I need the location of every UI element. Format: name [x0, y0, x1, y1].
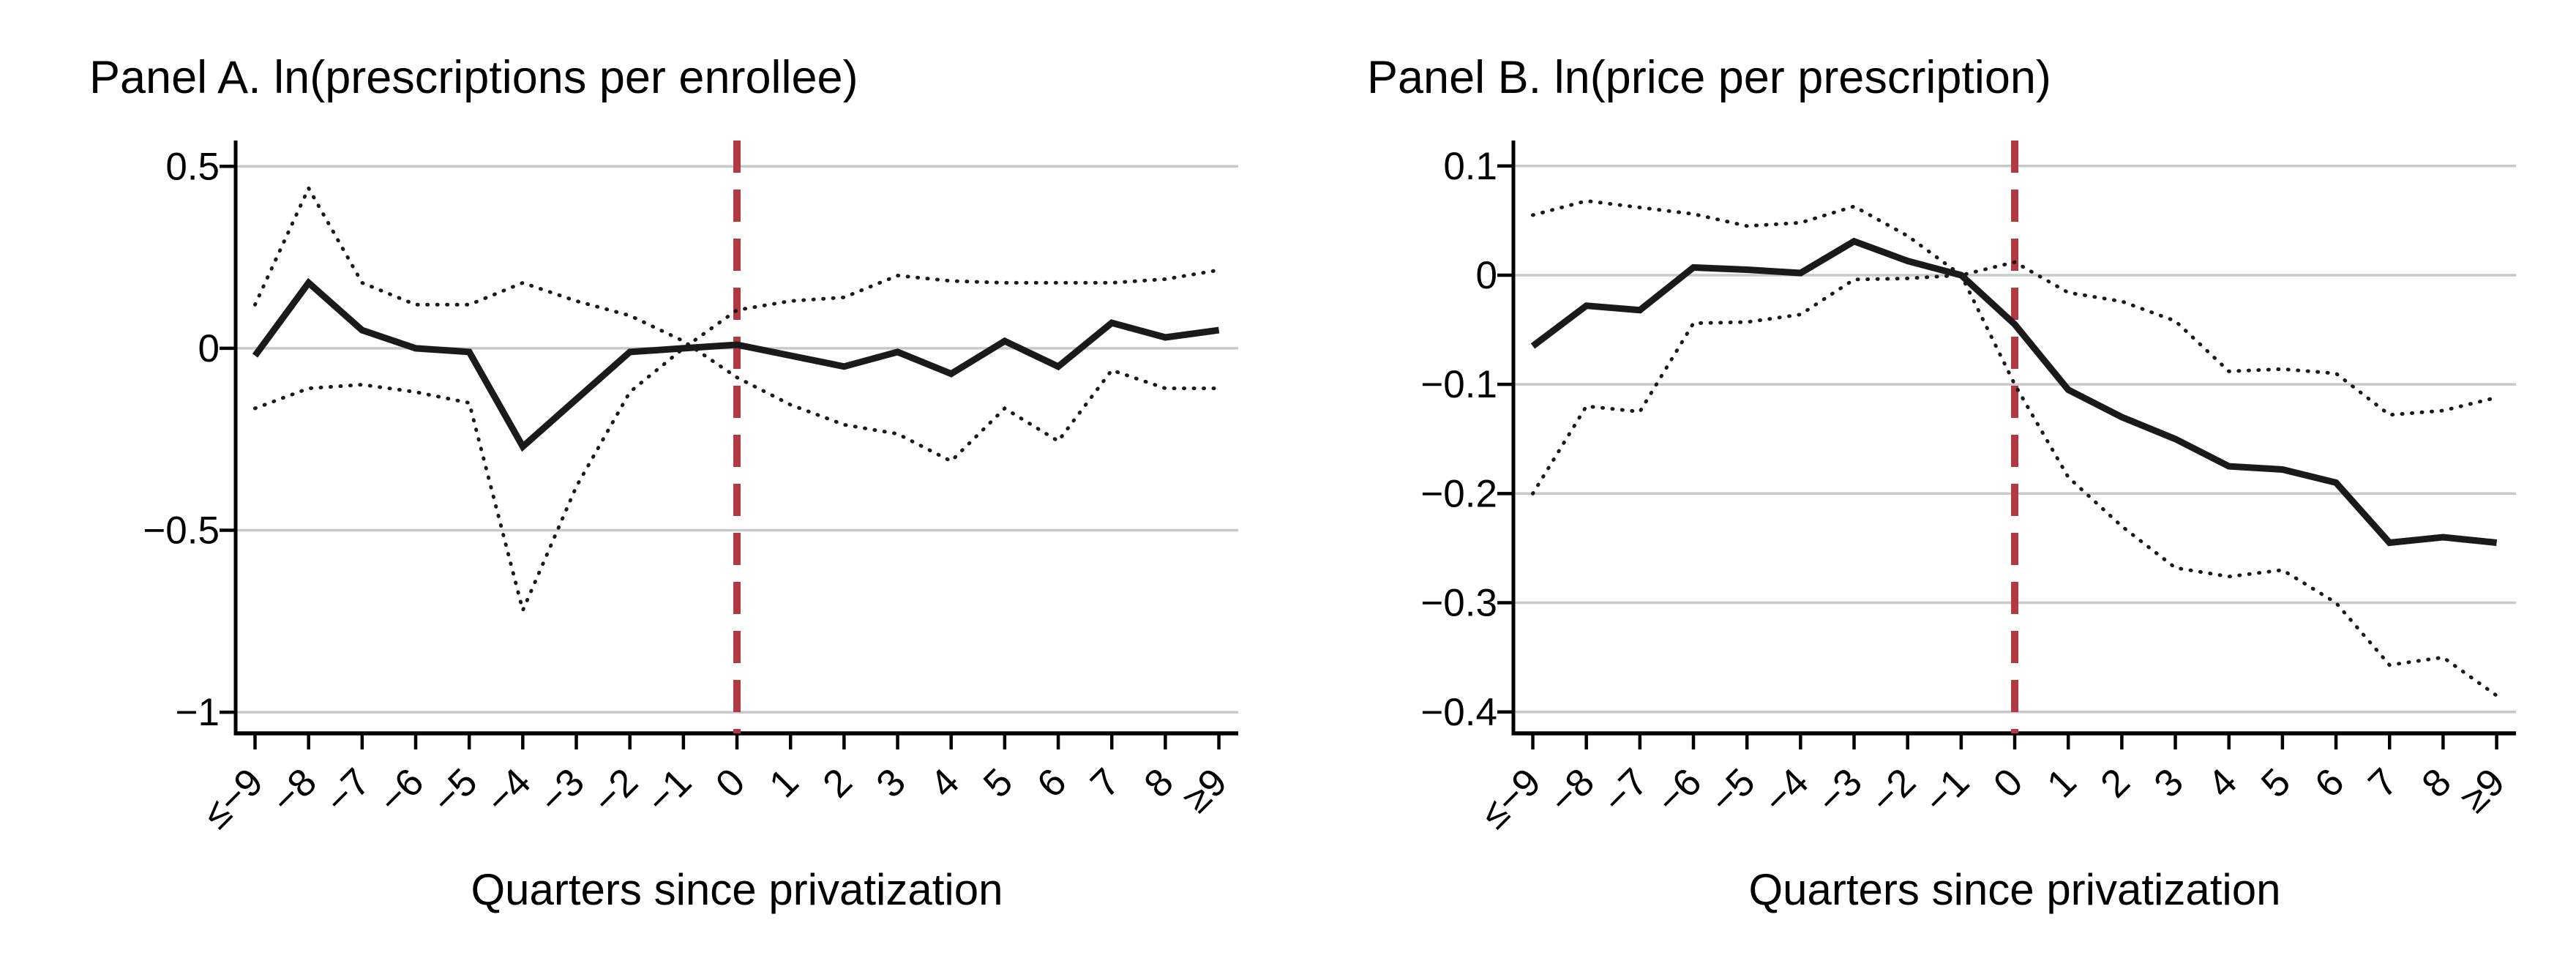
panel-b-y-tick-label-−0.1: −0.1 [1420, 363, 1497, 406]
panel-a-x-tick-label-7: −2 [585, 760, 646, 822]
panel-b-x-tick-label-2: −7 [1595, 760, 1656, 822]
panel-a-x-tick-label-5: −4 [477, 760, 539, 822]
panel-a-x-tick-label-2: −7 [317, 760, 378, 822]
panel-b-x-tick-label-16: 7 [2360, 760, 2406, 807]
panel-a-ci-dotted-line-1 [253, 268, 1221, 616]
panel-b-x-axis-ticks: ≤−9−8−7−6−5−4−3−2−1 0 1 2 3 4 5 6 7 8≥9 [1472, 733, 2513, 837]
panel-b-x-tick-label-13: 4 [2200, 760, 2246, 807]
panel-a-x-tick-label-13: 4 [922, 760, 968, 807]
panel-a-y-tick-label-0.5: 0.5 [165, 145, 220, 188]
panel-a-x-tick-label-1: −8 [263, 760, 325, 822]
panel-b-ci-dotted-line-1 [1531, 260, 2499, 495]
panel-b-x-tick-label-5: −4 [1755, 760, 1816, 822]
panel-a-x-tick-label-10: 1 [761, 760, 807, 807]
panel-a-y-tick-label-0: 0 [198, 327, 220, 370]
panel-b-group: 0.10−0.1−0.2−0.3−0.4≤−9−8−7−6−5−4−3−2−1 0… [1367, 52, 2516, 914]
panel-b-x-tick-label-0: ≤−9 [1472, 760, 1549, 837]
panel-b-x-tick-label-18: ≥9 [2452, 760, 2513, 821]
panel-b-x-tick-label-6: −3 [1809, 760, 1871, 822]
panel-a-x-tick-label-6: −3 [531, 760, 593, 822]
panel-b-x-tick-label-9: 0 [1985, 760, 2032, 807]
panel-b-x-tick-label-15: 6 [2307, 760, 2353, 807]
panel-a-x-tick-label-0: ≤−9 [195, 760, 272, 837]
panel-a-y-tick-label-−1: −1 [176, 691, 220, 734]
panel-b-x-tick-label-10: 1 [2039, 760, 2085, 807]
panel-a-x-tick-label-16: 7 [1082, 760, 1128, 807]
panel-a-x-tick-label-14: 5 [976, 760, 1022, 807]
panel-b-x-tick-label-1: −8 [1541, 760, 1603, 822]
panel-b-x-tick-label-3: −6 [1648, 760, 1710, 822]
panel-a-x-tick-label-9: 0 [708, 760, 754, 807]
panel-a-y-tick-label-−0.5: −0.5 [143, 509, 220, 553]
panel-a-x-tick-label-8: −1 [638, 760, 700, 822]
panel-b-x-tick-label-11: 2 [2092, 760, 2138, 807]
panel-b-title: Panel B. ln(price per prescription) [1367, 52, 2051, 103]
panel-b-y-tick-label-−0.3: −0.3 [1420, 582, 1497, 625]
panel-a-x-tick-label-3: −6 [370, 760, 432, 822]
panel-a-x-axis-ticks: ≤−9−8−7−6−5−4−3−2−1 0 1 2 3 4 5 6 7 8≥9 [195, 733, 1235, 837]
panel-b-x-tick-label-12: 3 [2146, 760, 2192, 807]
panel-b-y-tick-label-−0.4: −0.4 [1420, 691, 1497, 734]
panel-b-x-tick-label-14: 5 [2253, 760, 2299, 807]
panel-a-group: 0.50−0.5−1≤−9−8−7−6−5−4−3−2−1 0 1 2 3 4 5 6 7 8≥9… [89, 52, 1238, 914]
panel-a-point-estimate-line [252, 277, 1220, 452]
panel-b-x-tick-label-7: −2 [1862, 760, 1924, 822]
panel-b-y-tick-label-−0.2: −0.2 [1420, 472, 1497, 515]
panel-b-y-tick-label-0: 0 [1476, 254, 1497, 297]
panel-b-y-tick-label-0.1: 0.1 [1443, 145, 1497, 188]
panel-b-x-tick-label-17: 8 [2414, 760, 2460, 807]
panel-a-x-axis-title: Quarters since privatization [471, 865, 1003, 914]
panel-a-x-tick-label-17: 8 [1136, 760, 1182, 807]
panel-b-y-axis-ticks: 0.1 0 −0.1 −0.2 −0.3 −0.4 [1420, 145, 1513, 734]
panel-a-x-tick-label-11: 2 [815, 760, 861, 807]
panel-a-x-tick-label-15: 6 [1029, 760, 1075, 807]
panel-b-x-tick-label-4: −5 [1701, 760, 1763, 822]
panel-b-x-tick-label-8: −1 [1916, 760, 1977, 822]
panel-a-ci-dotted-line-0 [253, 184, 1221, 464]
panel-b-x-axis-title: Quarters since privatization [1749, 865, 2281, 914]
panel-a-x-tick-label-12: 3 [868, 760, 914, 807]
panel-a-title: Panel A. ln(prescriptions per enrollee) [89, 52, 858, 103]
panel-a-x-tick-label-18: ≥9 [1175, 760, 1235, 821]
panel-a-x-tick-label-4: −5 [424, 760, 485, 822]
panel-b-point-estimate-line [1530, 237, 2498, 547]
panel-a-y-axis-ticks: 0.5 0 −0.5 −1 [143, 145, 236, 734]
